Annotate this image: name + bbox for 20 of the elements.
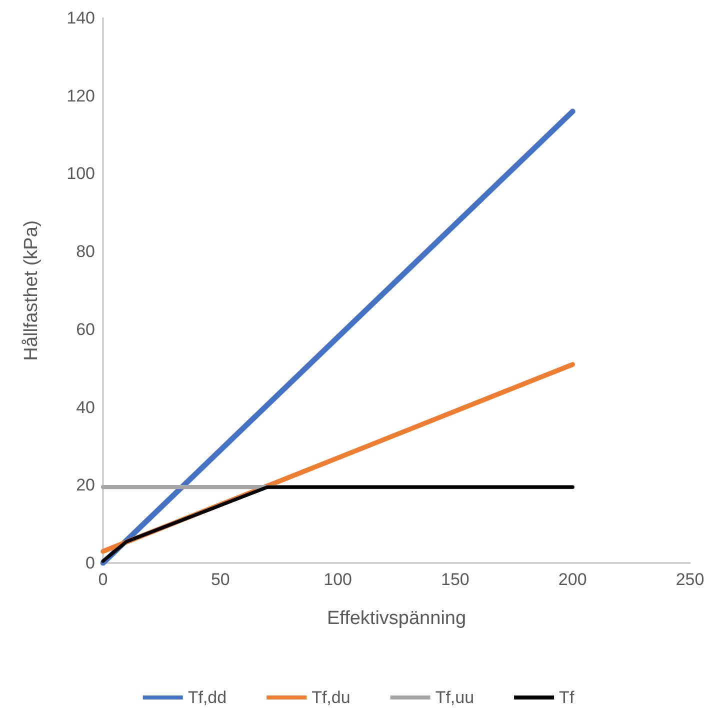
x-tick-label: 50	[210, 570, 230, 589]
y-tick-label: 100	[66, 164, 95, 184]
y-tick-label: 0	[86, 554, 95, 572]
legend-label: Tf,uu	[435, 688, 474, 707]
y-tick-label: 40	[76, 398, 95, 417]
x-tick-label: 250	[676, 570, 704, 589]
y-tick-label: 140	[66, 8, 95, 28]
legend-label: Tf,du	[312, 688, 350, 707]
y-tick-label: 120	[66, 86, 95, 106]
y-tick-label: 60	[76, 320, 95, 339]
y-axis-title: Hållfasthet (kPa)	[21, 220, 42, 361]
y-tick-label: 80	[76, 242, 95, 262]
x-tick-label: 200	[558, 570, 587, 589]
legend-label: Tf	[559, 688, 574, 707]
x-tick-label: 0	[98, 570, 108, 589]
legend-label: Tf,dd	[188, 688, 227, 707]
x-tick-label: 150	[441, 570, 470, 589]
y-tick-label: 20	[76, 476, 95, 495]
x-tick-label: 100	[324, 570, 352, 589]
x-axis-title: Effektivspänning	[326, 608, 466, 629]
